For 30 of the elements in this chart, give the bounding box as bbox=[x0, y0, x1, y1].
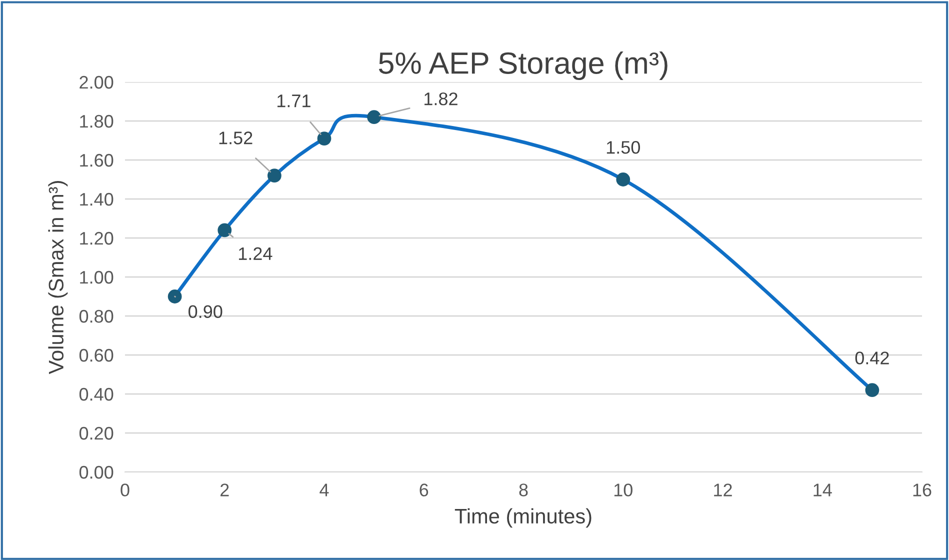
x-tick-label: 4 bbox=[320, 484, 329, 496]
x-tick-label: 12 bbox=[714, 484, 732, 496]
y-tick-label: 1.20 bbox=[80, 232, 114, 245]
y-tick-label: 2.00 bbox=[80, 76, 114, 89]
x-tick-label: 16 bbox=[913, 484, 932, 496]
x-tick-label: 14 bbox=[814, 484, 832, 496]
x-tick-label: 0 bbox=[120, 484, 130, 496]
y-tick-label: 1.00 bbox=[80, 270, 114, 284]
data-label: 1.71 bbox=[278, 94, 310, 108]
y-tick-label: 0.60 bbox=[79, 348, 114, 362]
data-label: 1.82 bbox=[424, 92, 458, 106]
data-label: 1.24 bbox=[238, 247, 272, 260]
x-tick-label: 10 bbox=[614, 484, 632, 496]
x-tick-label: 8 bbox=[519, 484, 528, 496]
x-tick-label: 6 bbox=[420, 484, 428, 496]
y-tick-label: 1.40 bbox=[80, 192, 114, 206]
y-tick-label: 0.00 bbox=[79, 466, 114, 479]
data-label: 0.42 bbox=[855, 352, 889, 364]
y-tick-label: 1.80 bbox=[80, 114, 114, 128]
y-tick-label: 0.20 bbox=[79, 426, 114, 440]
y-tick-label: 1.60 bbox=[80, 154, 114, 167]
y-tick-label: 0.40 bbox=[79, 388, 114, 401]
x-axis-title: Time (minutes) bbox=[454, 508, 592, 528]
y-axis-title: Volume (Smax in m³) bbox=[48, 181, 68, 374]
data-label: 0.90 bbox=[188, 305, 222, 318]
chart-title: 5% AEP Storage (m³) bbox=[378, 52, 668, 80]
data-label: 1.50 bbox=[606, 141, 640, 154]
y-tick-label: 0.80 bbox=[79, 310, 114, 323]
data-label: 1.52 bbox=[219, 132, 252, 144]
x-tick-label: 2 bbox=[220, 484, 229, 496]
